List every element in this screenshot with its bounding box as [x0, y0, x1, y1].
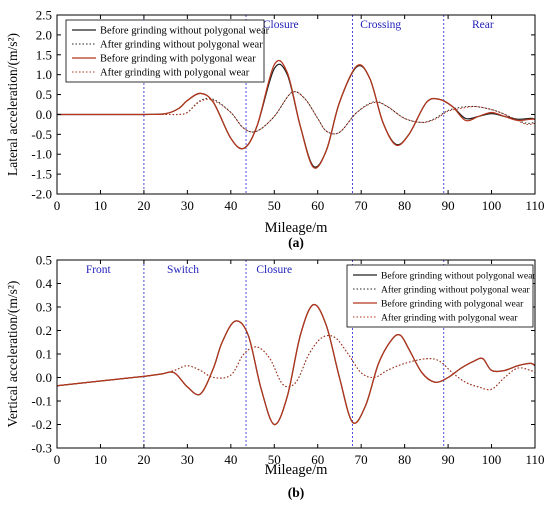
y-axis-label: Vertical acceleration/(m/s²)	[5, 281, 20, 428]
legend-label: Before grinding without polygonal wear	[381, 271, 536, 282]
x-tick-label: 40	[224, 452, 237, 467]
y-tick-label: 0.5	[36, 87, 52, 102]
section-label: Front	[86, 264, 112, 276]
x-tick-label: 0	[54, 452, 61, 467]
x-tick-label: 60	[311, 452, 324, 467]
series-line-3	[57, 91, 535, 135]
x-tick-label: 110	[525, 198, 544, 213]
y-tick-label: 0.3	[36, 300, 52, 315]
legend: Before grinding without polygonal wear Af…	[65, 19, 270, 83]
y-tick-label: 0.4	[36, 276, 53, 291]
section-label: Closure	[263, 19, 299, 31]
x-axis-label: Mileage/m	[265, 462, 329, 478]
x-tick-label: 30	[181, 452, 194, 467]
section-label: Crossing	[360, 19, 401, 31]
x-tick-label: 70	[355, 452, 368, 467]
section-label: Closure	[256, 264, 292, 276]
y-axis-label: Lateral acceleration/(m/s²)	[5, 33, 20, 176]
y-tick-label: -1.5	[31, 167, 52, 182]
y-tick-label: 1.5	[36, 47, 52, 62]
x-tick-label: 30	[181, 198, 194, 213]
legend-label: After grinding without polygonal wear	[100, 40, 263, 51]
x-tick-label: 90	[442, 452, 455, 467]
section-label: Rear	[472, 19, 494, 31]
legend-label: After grinding with polygonal wear	[381, 313, 518, 324]
y-tick-label: -2.0	[31, 187, 52, 202]
panel-a: FrontSwitchClosureCrossingRear0102030405…	[5, 8, 545, 251]
y-tick-label: -0.2	[31, 417, 52, 432]
x-tick-label: 80	[398, 452, 411, 467]
x-tick-label: 80	[398, 198, 411, 213]
y-tick-label: 0.0	[36, 370, 52, 385]
y-tick-label: 0.2	[36, 323, 52, 338]
series-line-2	[57, 303, 535, 426]
legend-label: After grinding without polygonal wear	[381, 285, 530, 296]
panel-label: (b)	[288, 485, 305, 500]
y-tick-label: 0.1	[36, 347, 52, 362]
legend-label: After grinding with polygonal wear	[100, 68, 250, 79]
y-tick-label: -0.5	[31, 127, 52, 142]
series-group	[57, 59, 535, 169]
x-tick-label: 50	[268, 198, 281, 213]
x-tick-label: 60	[311, 198, 324, 213]
y-tick-label: 2.0	[36, 27, 52, 42]
plot-frame	[56, 14, 536, 195]
legend-label: Before grinding with polygonal wear	[100, 54, 256, 65]
x-tick-label: 20	[137, 198, 150, 213]
section-label: Switch	[167, 264, 199, 276]
panel-label: (a)	[288, 235, 304, 250]
y-tick-label: -0.3	[31, 441, 52, 456]
y-tick-label: -1.0	[31, 147, 52, 162]
panel-b: FrontSwitchClosureCrossingRear0102030405…	[5, 253, 545, 501]
x-tick-label: 70	[355, 198, 368, 213]
y-tick-label: 2.5	[36, 8, 52, 23]
x-tick-label: 0	[54, 198, 61, 213]
x-tick-label: 10	[94, 198, 107, 213]
legend-box	[65, 19, 265, 83]
x-tick-label: 100	[482, 198, 502, 213]
y-tick-label: 1.0	[36, 67, 52, 82]
legend-label: Before grinding with polygonal wear	[381, 299, 524, 310]
series-line-3	[57, 334, 535, 391]
series-line-1	[57, 91, 535, 135]
x-tick-label: 50	[268, 452, 281, 467]
series-line-1	[57, 334, 535, 391]
x-tick-label: 20	[137, 452, 150, 467]
series-line-2	[57, 59, 535, 169]
series-group	[57, 303, 535, 426]
x-tick-label: 110	[525, 452, 544, 467]
x-tick-label: 10	[94, 452, 107, 467]
x-axis-label: Mileage/m	[265, 220, 329, 236]
x-tick-label: 90	[442, 198, 455, 213]
legend-box	[346, 264, 534, 328]
y-tick-label: 0.0	[36, 107, 52, 122]
x-tick-label: 100	[482, 452, 502, 467]
y-tick-label: 0.5	[36, 253, 52, 268]
legend-label: Before grinding without polygonal wear	[100, 26, 270, 37]
y-tick-label: -0.1	[31, 394, 52, 409]
legend: Before grinding without polygonal wear Af…	[346, 264, 536, 328]
x-tick-label: 40	[224, 198, 237, 213]
